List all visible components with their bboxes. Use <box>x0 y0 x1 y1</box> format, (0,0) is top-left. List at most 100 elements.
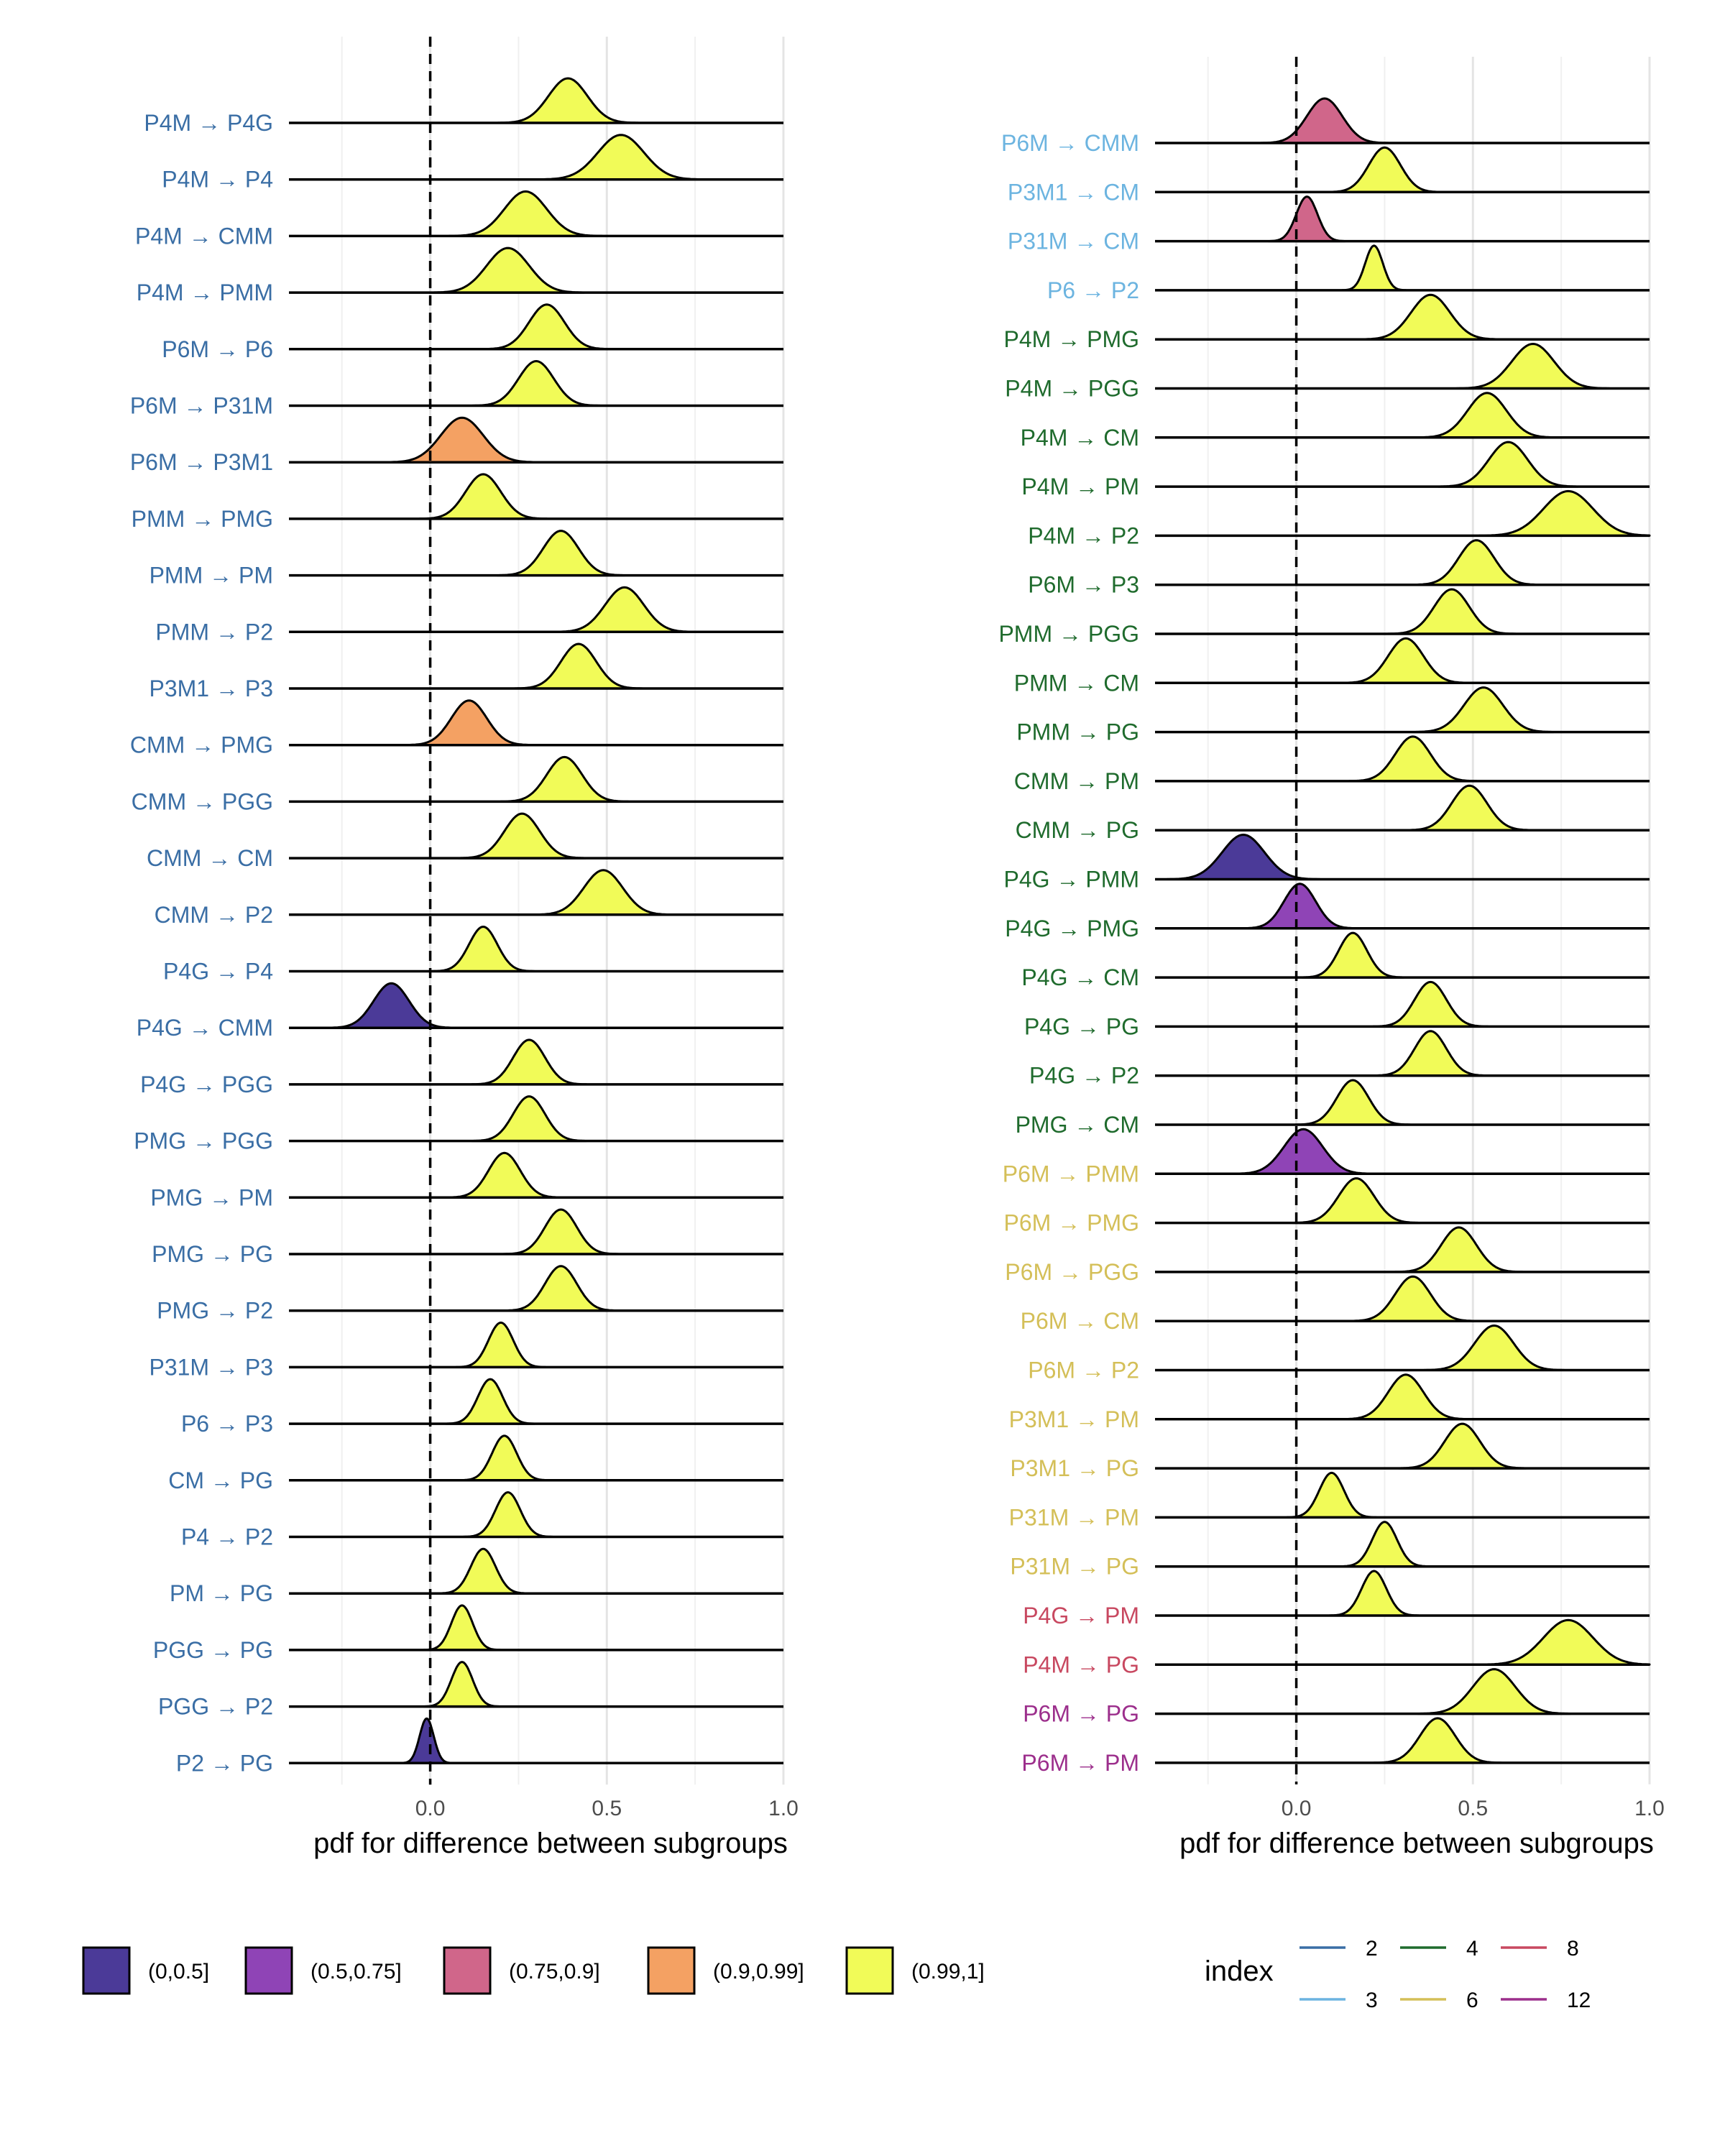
density-curve <box>1417 1668 1572 1715</box>
ridge <box>1155 97 1650 144</box>
density-curve <box>471 1038 588 1086</box>
density-curve <box>537 134 705 181</box>
density-curve <box>1373 1717 1503 1764</box>
x-tick-label: 0.5 <box>592 1797 622 1820</box>
ridge <box>1155 489 1651 538</box>
row-label: PMM → CM <box>1014 670 1139 696</box>
row-label: P4M → P2 <box>1028 522 1139 548</box>
legend-title: index <box>1205 1955 1274 1987</box>
row-label: P4G → PMM <box>1004 867 1139 893</box>
row-label: CMM → PM <box>1014 768 1139 794</box>
ridge <box>289 1038 783 1086</box>
density-curve <box>1412 539 1542 586</box>
ridge <box>1155 1226 1650 1273</box>
ridge <box>289 190 783 238</box>
density-curve <box>444 1378 536 1425</box>
ridge <box>289 755 783 803</box>
row-label: CM → PG <box>168 1468 273 1493</box>
row-label: CMM → PG <box>1016 817 1139 843</box>
ridge <box>1155 343 1650 390</box>
row-label: P6M → PMG <box>1004 1210 1139 1236</box>
density-curve <box>502 1265 620 1312</box>
ridge <box>1155 1325 1650 1372</box>
density-curve <box>1394 1226 1524 1273</box>
grid <box>341 37 785 1785</box>
density-curve <box>459 1434 551 1482</box>
density-curve <box>1478 489 1651 537</box>
x-tick-label: 1.0 <box>1634 1797 1665 1820</box>
row-label: P4 → P2 <box>181 1524 273 1550</box>
density-curve <box>1372 1030 1489 1077</box>
ridge <box>289 1208 783 1256</box>
density-curve <box>423 1604 502 1651</box>
density-curve <box>1372 980 1489 1028</box>
ridge <box>1155 1471 1650 1519</box>
ridge <box>289 1378 783 1425</box>
density-curve <box>1404 784 1535 831</box>
density-curve <box>455 1321 547 1368</box>
row-label: P6M → P3 <box>1028 572 1139 598</box>
density-curve <box>1348 735 1478 783</box>
row-label: P31M → PG <box>1010 1554 1139 1580</box>
row-label: P3M1 → CM <box>1008 179 1139 205</box>
ridge <box>289 473 783 520</box>
row-label: PMM → PG <box>1016 719 1139 745</box>
ridge <box>1155 392 1650 439</box>
ridgeline-panel-1: P4M → P4G P4M → P4 P4M → CMM P4M → PMM P6M →… <box>130 37 799 1859</box>
density-curve <box>1348 1275 1478 1322</box>
density-curve <box>1232 1128 1375 1175</box>
legend-label: (0.9,0.99] <box>713 1960 804 1984</box>
density-curve <box>1326 146 1443 193</box>
density-curve <box>1292 1177 1422 1225</box>
legend-label: (0.75,0.9] <box>509 1960 600 1984</box>
ridge <box>289 1491 783 1539</box>
density-curve <box>1341 637 1471 684</box>
ridge <box>289 1661 783 1708</box>
density-curve <box>1455 343 1611 390</box>
ridge <box>1155 195 1650 243</box>
row-label: P4G → PM <box>1023 1603 1139 1628</box>
ridge <box>1155 244 1650 292</box>
ridge <box>1155 1030 1650 1077</box>
legend-label: (0.5,0.75] <box>310 1960 402 1984</box>
legend-label: 12 <box>1567 1989 1591 2012</box>
ridge <box>289 1547 783 1595</box>
row-label: P4M → PMM <box>137 280 273 305</box>
density-curve <box>1359 293 1502 341</box>
row-label: P6M → PM <box>1021 1750 1139 1776</box>
ridge <box>1155 588 1650 635</box>
ridge <box>1155 539 1650 586</box>
density-curve <box>400 1717 454 1764</box>
ridge <box>1155 637 1650 685</box>
row-label: PMG → PM <box>150 1184 273 1210</box>
legend-key <box>244 1946 293 1995</box>
ridge <box>1155 1521 1650 1568</box>
row-label: PMG → CM <box>1016 1112 1139 1138</box>
density-curve <box>462 1491 554 1538</box>
density-curve <box>437 1547 529 1595</box>
ridge <box>289 247 783 294</box>
row-label: P4G → PGG <box>140 1072 273 1097</box>
ridge <box>1155 735 1650 783</box>
legend-label: (0.99,1] <box>911 1960 985 1984</box>
density-curve <box>446 1151 563 1199</box>
row-label: P6M → PMM <box>1003 1161 1139 1187</box>
row-label: P6M → CM <box>1021 1308 1139 1334</box>
legend-key <box>82 1946 131 1995</box>
row-label: P4G → CMM <box>137 1015 273 1041</box>
density-curve <box>385 416 540 464</box>
row-label: P6M → P31M <box>130 393 273 419</box>
density-curve <box>1294 1079 1412 1126</box>
ridge <box>1155 1618 1651 1667</box>
ridge <box>1155 146 1650 194</box>
density-curve <box>1328 1570 1420 1617</box>
legend-label: 4 <box>1466 1937 1478 1961</box>
index-legend: index 2 3 4 6 8 12 <box>1205 1937 1591 2012</box>
density-curve <box>1397 1422 1527 1470</box>
row-label: P4M → PG <box>1023 1651 1139 1677</box>
ridge <box>289 77 783 124</box>
row-label: P4G → CM <box>1021 964 1139 990</box>
density-curve <box>496 530 626 577</box>
row-label: P4M → CM <box>1021 425 1139 451</box>
